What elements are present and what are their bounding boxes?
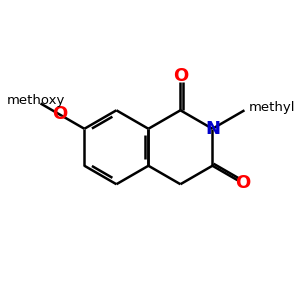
Text: N: N [205, 120, 220, 138]
Text: methyl: methyl [249, 101, 295, 114]
Text: O: O [235, 174, 250, 192]
Text: O: O [173, 67, 188, 85]
Text: O: O [52, 105, 67, 123]
Text: methoxy: methoxy [7, 94, 65, 107]
